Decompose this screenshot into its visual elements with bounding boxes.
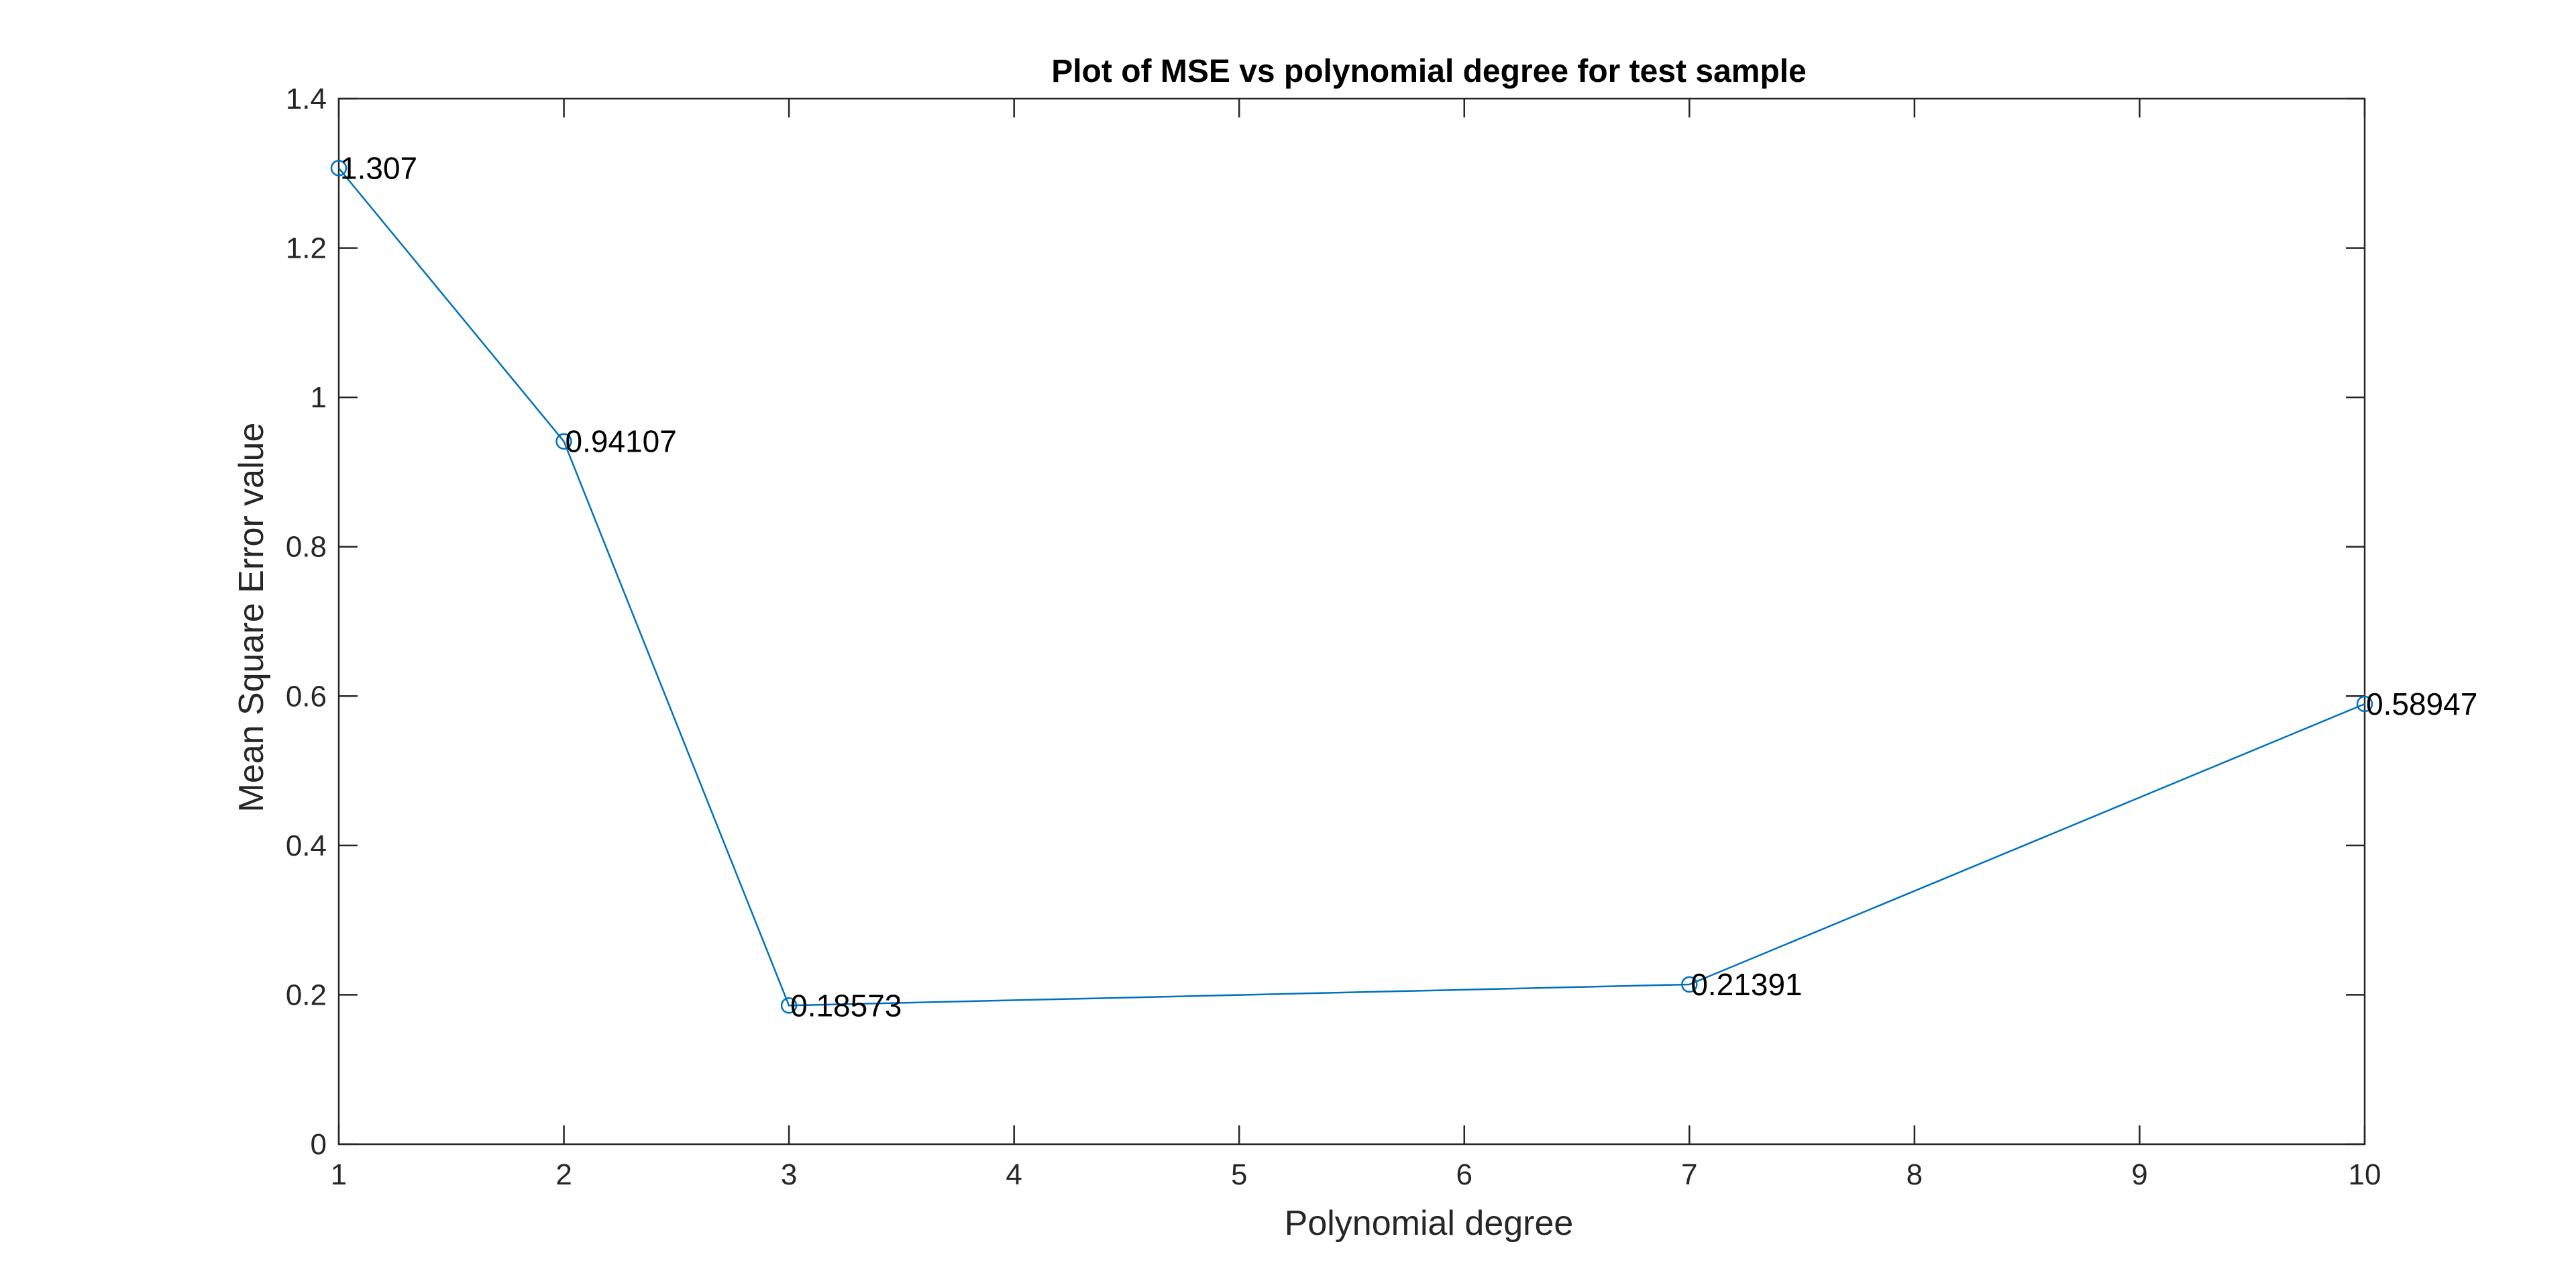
series-line: [338, 167, 2365, 1007]
y-tick-label: 0.4: [286, 829, 327, 862]
data-label: 0.58947: [2366, 687, 2477, 721]
y-tick-label: 0.8: [286, 531, 327, 564]
data-label: 0.94107: [566, 424, 677, 459]
x-tick-label: 3: [781, 1158, 797, 1191]
series-layer: [330, 160, 2373, 1014]
plot-box: [337, 97, 2366, 1146]
x-tick-label: 5: [1231, 1158, 1247, 1191]
data-point-marker: [780, 997, 798, 1014]
y-axis-label: Mean Square Error value: [232, 423, 271, 813]
x-tick-label: 6: [1456, 1158, 1472, 1191]
data-label: 0.18573: [790, 988, 902, 1023]
y-tick-label: 0.2: [286, 978, 327, 1011]
x-tick-label: 4: [1006, 1158, 1022, 1191]
data-label: 1.307: [340, 150, 417, 185]
y-tick-label: 0.6: [286, 680, 327, 713]
y-axis-ticks: 0 0.2 0.4 0.6 0.8 1 1.2 1.4: [286, 83, 2365, 1161]
data-point-marker: [330, 160, 347, 176]
x-axis-label: Polynomial degree: [1285, 1204, 1574, 1243]
plot-axes: [337, 97, 2366, 1146]
x-tick-label: 1: [331, 1158, 347, 1191]
x-tick-label: 8: [1907, 1158, 1923, 1191]
y-tick-label: 0: [311, 1128, 327, 1161]
y-tick-label: 1.4: [286, 83, 327, 115]
x-tick-label: 7: [1681, 1158, 1697, 1191]
y-tick-label: 1.2: [286, 232, 327, 265]
data-point-marker: [555, 433, 572, 450]
data-label: 0.21391: [1690, 967, 1802, 1002]
data-labels: 1.307 0.94107 0.18573 0.21391 0.58947: [340, 150, 2477, 1023]
x-tick-label: 9: [2131, 1158, 2147, 1191]
x-tick-label: 2: [555, 1158, 572, 1191]
y-tick-label: 1: [311, 381, 327, 414]
data-point-marker: [2356, 695, 2373, 713]
x-axis-ticks: 1 2 3 4 5 6 7 8 9 10: [331, 99, 2381, 1191]
data-point-marker: [1681, 976, 1698, 993]
x-tick-label: 10: [2349, 1158, 2381, 1191]
chart-title: Plot of MSE vs polynomial degree for tes…: [1051, 54, 1807, 89]
